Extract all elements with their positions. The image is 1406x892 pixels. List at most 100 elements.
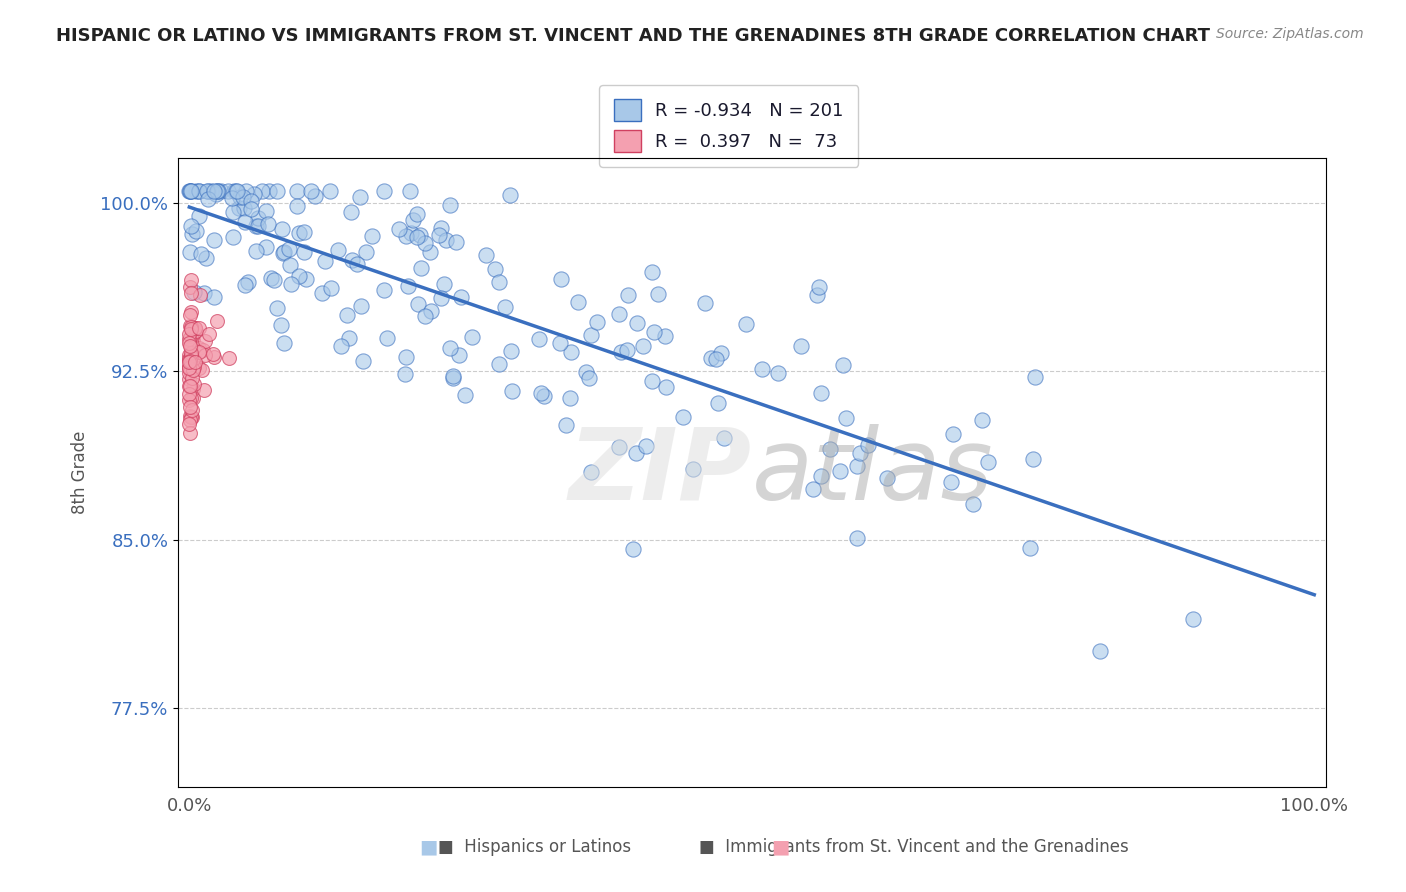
Point [179, 351, 201, 366]
Point [266, 185, 288, 199]
Text: HISPANIC OR LATINO VS IMMIGRANTS FROM ST. VINCENT AND THE GRENADINES 8TH GRADE C: HISPANIC OR LATINO VS IMMIGRANTS FROM ST… [56, 27, 1211, 45]
Point [180, 185, 202, 199]
Point [179, 339, 201, 353]
Point [575, 366, 598, 380]
Point [942, 427, 965, 442]
Point [183, 359, 205, 374]
Point [207, 185, 229, 199]
Point [188, 344, 211, 359]
Point [607, 440, 630, 454]
Point [579, 465, 602, 479]
Legend: R = -0.934   N = 201, R =  0.397   N =  73: R = -0.934 N = 201, R = 0.397 N = 73 [599, 85, 858, 167]
Point [828, 464, 851, 478]
Point [179, 353, 201, 368]
Point [179, 366, 201, 380]
Point [439, 198, 461, 212]
Point [395, 351, 418, 365]
Point [200, 185, 222, 199]
Point [352, 353, 374, 368]
Point [179, 185, 201, 199]
Point [187, 341, 209, 355]
Point [856, 438, 879, 452]
Point [180, 323, 202, 337]
Point [499, 187, 522, 202]
Point [820, 442, 842, 456]
Point [643, 325, 665, 339]
Point [247, 211, 270, 226]
Point [181, 402, 204, 417]
Point [179, 355, 201, 369]
Point [693, 296, 716, 310]
Text: ■: ■ [419, 838, 439, 856]
Point [450, 290, 472, 304]
Point [180, 185, 202, 199]
Point [354, 245, 377, 260]
Point [427, 227, 450, 242]
Point [682, 461, 704, 475]
Point [233, 215, 256, 229]
Point [179, 185, 201, 199]
Point [180, 346, 202, 360]
Text: ■: ■ [770, 838, 790, 856]
Point [488, 275, 510, 289]
Point [179, 360, 201, 375]
Point [330, 339, 353, 353]
Point [183, 285, 205, 299]
Point [180, 285, 202, 300]
Point [972, 412, 994, 426]
Point [181, 227, 204, 242]
Point [270, 318, 292, 333]
Point [977, 455, 1000, 469]
Text: ■  Hispanics or Latinos: ■ Hispanics or Latinos [437, 838, 631, 856]
Point [239, 194, 262, 208]
Point [186, 224, 208, 238]
Point [245, 219, 267, 233]
Point [399, 226, 422, 240]
Point [962, 497, 984, 511]
Point [226, 185, 249, 199]
Point [530, 385, 553, 400]
Point [259, 185, 281, 199]
Point [263, 273, 285, 287]
Point [179, 347, 201, 361]
Point [444, 235, 467, 249]
Point [361, 229, 384, 244]
Point [626, 446, 648, 460]
Point [621, 541, 644, 556]
Point [373, 283, 395, 297]
Point [179, 280, 201, 294]
Text: ZIP: ZIP [569, 424, 752, 521]
Point [184, 324, 207, 338]
Point [494, 300, 516, 314]
Point [179, 308, 201, 322]
Point [181, 382, 204, 396]
Text: Source: ZipAtlas.com: Source: ZipAtlas.com [1216, 27, 1364, 41]
Point [202, 185, 225, 199]
Y-axis label: 8th Grade: 8th Grade [72, 431, 89, 514]
Point [475, 248, 498, 262]
Point [339, 204, 361, 219]
Point [218, 351, 240, 365]
Point [433, 277, 456, 291]
Text: atlas: atlas [752, 424, 994, 521]
Point [278, 258, 301, 272]
Point [631, 339, 654, 353]
Point [280, 277, 302, 291]
Point [222, 185, 245, 199]
Point [180, 349, 202, 363]
Point [180, 338, 202, 352]
Point [295, 272, 318, 286]
Point [707, 396, 730, 410]
Point [1022, 452, 1045, 467]
Point [246, 219, 269, 233]
Point [181, 391, 204, 405]
Point [233, 201, 256, 215]
Point [314, 254, 336, 268]
Point [180, 305, 202, 319]
Point [672, 409, 695, 424]
Point [194, 334, 217, 349]
Point [441, 370, 464, 384]
Point [186, 185, 208, 199]
Point [180, 341, 202, 355]
Point [801, 482, 824, 496]
